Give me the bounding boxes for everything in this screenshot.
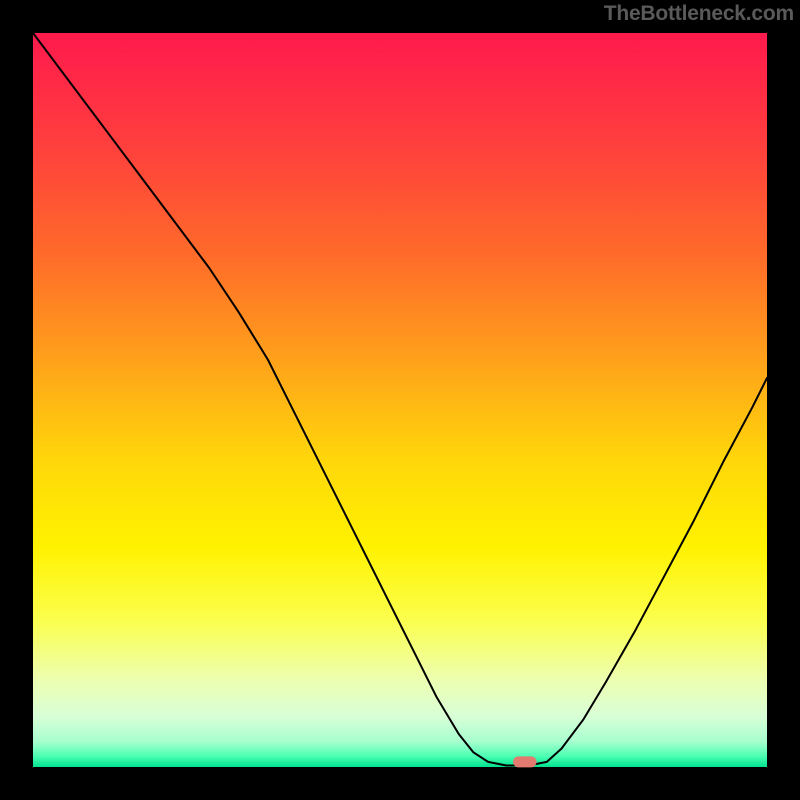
watermark-text: TheBottleneck.com	[604, 2, 794, 26]
bottleneck-chart	[0, 0, 800, 800]
chart-container: TheBottleneck.com	[0, 0, 800, 800]
optimal-point-marker	[513, 756, 536, 767]
plot-background	[33, 33, 767, 767]
